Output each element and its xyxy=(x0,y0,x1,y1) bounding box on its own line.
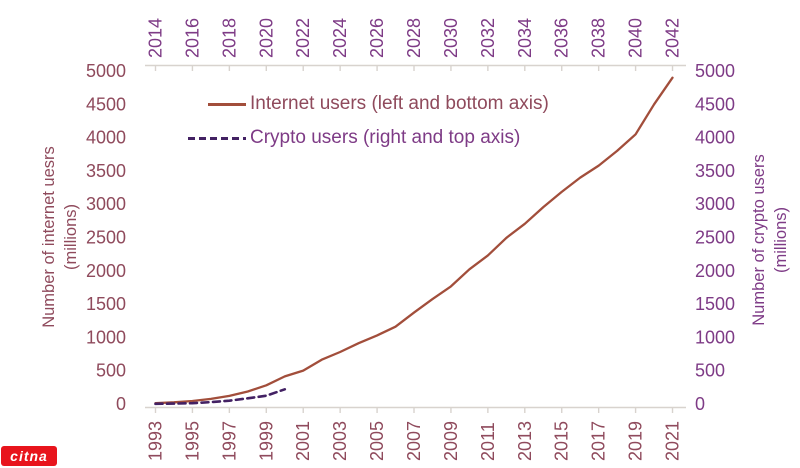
right-tick-label: 4500 xyxy=(695,94,735,114)
right-tick-label: 1500 xyxy=(695,294,735,314)
left-tick-label: 4500 xyxy=(86,94,126,114)
bottom-tick-label: 2011 xyxy=(478,422,498,461)
right-tick-label: 4000 xyxy=(695,128,735,148)
top-tick-label: 2020 xyxy=(256,18,276,58)
bottom-tick-label: 1995 xyxy=(182,421,202,461)
left-tick-label: 3500 xyxy=(86,161,126,181)
top-tick-label: 2032 xyxy=(478,18,498,58)
top-tick-label: 2022 xyxy=(293,18,313,58)
right-tick-label: 1000 xyxy=(695,327,735,347)
right-tick-label: 5000 xyxy=(695,61,735,81)
right-tick-label: 0 xyxy=(695,394,705,414)
bottom-tick-label: 2013 xyxy=(515,421,535,461)
left-tick-label: 3000 xyxy=(86,194,126,214)
crypto-users-line xyxy=(154,388,287,406)
left-tick-label: 500 xyxy=(96,361,126,381)
top-tick-label: 2014 xyxy=(146,18,166,58)
bottom-tick-label: 2005 xyxy=(367,421,387,461)
left-axis-title-line2: (millions) xyxy=(62,204,80,270)
bottom-tick-label: 1999 xyxy=(256,421,276,461)
bottom-tick-label: 2009 xyxy=(441,421,461,461)
left-tick-label: 2500 xyxy=(86,228,126,248)
right-tick-label: 2000 xyxy=(695,261,735,281)
top-tick-label: 2034 xyxy=(515,18,535,58)
top-tick-label: 2040 xyxy=(626,18,646,58)
bottom-tick-label: 1993 xyxy=(146,421,166,461)
left-tick-label: 4000 xyxy=(86,128,126,148)
right-tick-label: 2500 xyxy=(695,228,735,248)
internet-users-line xyxy=(154,76,674,405)
left-tick-label: 2000 xyxy=(86,261,126,281)
left-tick-label: 5000 xyxy=(86,61,126,81)
left-axis-title: Number of internet uesrs (millions) xyxy=(38,77,82,397)
crypto-line-swatch xyxy=(188,136,246,140)
bottom-tick-label: 1997 xyxy=(219,421,239,461)
top-tick-label: 2018 xyxy=(219,18,239,58)
right-axis-title-line1: Number of crypto users xyxy=(750,154,768,326)
internet-line-swatch xyxy=(208,102,246,106)
right-tick-label: 3500 xyxy=(695,161,735,181)
citna-logo: citna xyxy=(1,446,57,466)
legend: Internet users (left and bottom axis) Cr… xyxy=(188,92,549,160)
right-axis-title-line2: (millions) xyxy=(772,207,790,273)
bottom-tick-label: 2017 xyxy=(589,421,609,461)
internet-swatch-box xyxy=(188,102,246,106)
bottom-tick-label: 2007 xyxy=(404,421,424,461)
bottom-tick-label: 2021 xyxy=(663,421,683,461)
left-tick-label: 1500 xyxy=(86,294,126,314)
top-tick-label: 2038 xyxy=(589,18,609,58)
legend-label-crypto: Crypto users (right and top axis) xyxy=(250,127,521,148)
top-tick-label: 2030 xyxy=(441,18,461,58)
left-tick-label: 1000 xyxy=(86,327,126,347)
bottom-tick-label: 2019 xyxy=(626,421,646,461)
top-tick-label: 2028 xyxy=(404,18,424,58)
right-axis-title: Number of crypto users (millions) xyxy=(748,80,792,400)
top-tick-label: 2036 xyxy=(552,18,572,58)
bottom-tick-label: 2003 xyxy=(330,421,350,461)
right-tick-label: 3000 xyxy=(695,194,735,214)
top-tick-label: 2026 xyxy=(367,18,387,58)
top-tick-label: 2016 xyxy=(182,18,202,58)
right-tick-label: 500 xyxy=(695,361,725,381)
top-tick-label: 2042 xyxy=(663,18,683,58)
legend-item-crypto: Crypto users (right and top axis) xyxy=(188,126,549,150)
legend-label-internet: Internet users (left and bottom axis) xyxy=(250,93,549,114)
legend-item-internet: Internet users (left and bottom axis) xyxy=(188,92,549,116)
left-tick-label: 0 xyxy=(116,394,126,414)
top-tick-label: 2024 xyxy=(330,18,350,58)
left-axis-title-line1: Number of internet uesrs xyxy=(40,146,58,328)
crypto-swatch-box xyxy=(188,136,246,140)
bottom-tick-label: 2001 xyxy=(293,421,313,461)
bottom-tick-label: 2015 xyxy=(552,421,572,461)
